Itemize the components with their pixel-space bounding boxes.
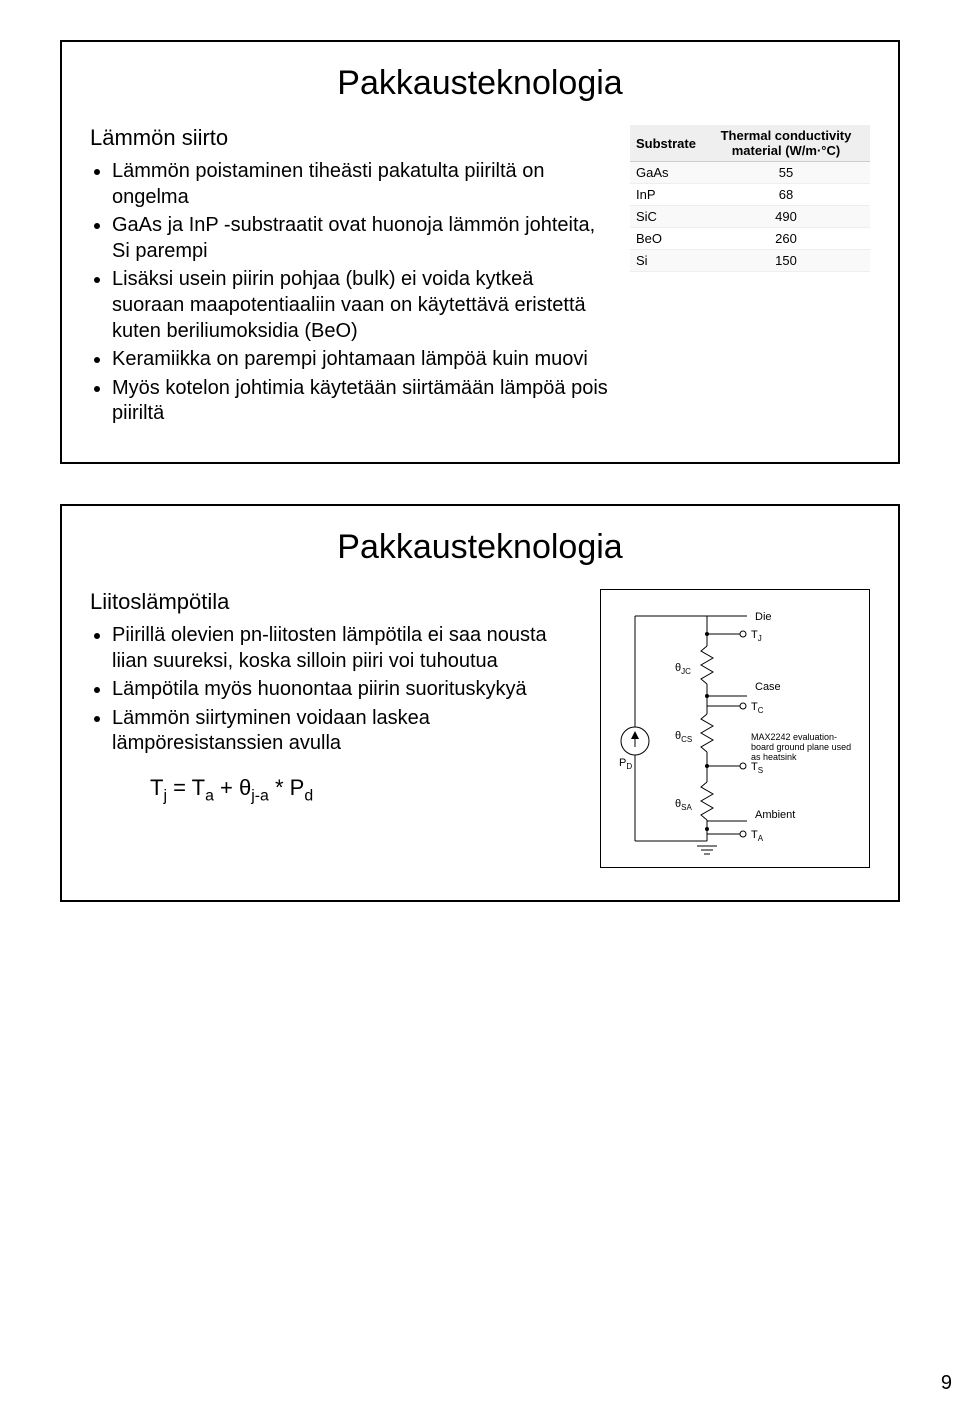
svg-text:TJ: TJ (751, 629, 762, 643)
slide1-table-col: Substrate Thermal conductivity material … (630, 125, 870, 430)
table-row: GaAs55 (630, 162, 870, 184)
substrate-name: BeO (630, 228, 702, 250)
formula-eq: = (167, 775, 192, 800)
thermal-formula: Tj = Ta + θj-a * Pd (150, 775, 580, 805)
substrate-name: SiC (630, 206, 702, 228)
svg-text:θSA: θSA (675, 798, 692, 812)
svg-text:Ambient: Ambient (755, 809, 795, 821)
page-number: 9 (941, 1372, 952, 1395)
formula-mult: * (269, 775, 290, 800)
table-row: BeO260 (630, 228, 870, 250)
slide1-text-col: Lämmön siirto Lämmön poistaminen tiheäst… (90, 125, 610, 430)
slide1-bullet: Myös kotelon johtimia käytetään siirtämä… (112, 376, 610, 427)
slide1-bullet: GaAs ja InP -substraatit ovat huonoja lä… (112, 213, 610, 264)
table-header: Substrate (630, 125, 702, 162)
svg-text:TS: TS (751, 761, 763, 775)
slide-title: Pakkausteknologia (90, 64, 870, 103)
formula-plus: + (214, 775, 239, 800)
substrate-name: GaAs (630, 162, 702, 184)
slide2-bullets: Piirillä olevien pn-liitosten lämpötila … (90, 623, 580, 757)
formula-pd: Pd (290, 775, 314, 800)
formula-theta: θj-a (239, 775, 269, 800)
svg-text:MAX2242 evaluation-: MAX2242 evaluation- (751, 732, 837, 742)
slide2-bullet: Piirillä olevien pn-liitosten lämpötila … (112, 623, 580, 674)
svg-text:PD: PD (619, 757, 632, 771)
svg-text:board ground plane used: board ground plane used (751, 742, 851, 752)
substrate-value: 260 (702, 228, 870, 250)
slide1-bullets: Lämmön poistaminen tiheästi pakatulta pi… (90, 159, 610, 427)
slide1-subhead: Lämmön siirto (90, 125, 610, 151)
slide-title: Pakkausteknologia (90, 528, 870, 567)
table-row: InP68 (630, 184, 870, 206)
slide1-bullet: Lisäksi usein piirin pohjaa (bulk) ei vo… (112, 267, 610, 344)
slide2-bullet: Lämmön siirtyminen voidaan laskea lämpör… (112, 706, 580, 757)
svg-text:θCS: θCS (675, 730, 692, 744)
substrate-value: 55 (702, 162, 870, 184)
substrate-name: InP (630, 184, 702, 206)
slide2-bullet: Lämpötila myös huonontaa piirin suoritus… (112, 677, 580, 703)
substrate-value: 490 (702, 206, 870, 228)
table-row: Si150 (630, 250, 870, 272)
slide-2: Pakkausteknologia Liitoslämpötila Piiril… (60, 504, 900, 902)
svg-text:Case: Case (755, 681, 781, 693)
formula-tj: Tj (150, 775, 167, 800)
table-row: SiC490 (630, 206, 870, 228)
svg-text:TC: TC (751, 701, 764, 715)
slide2-subhead: Liitoslämpötila (90, 589, 580, 615)
table-header: Thermal conductivity material (W/m·°C) (702, 125, 870, 162)
slide1-bullet: Keramiikka on parempi johtamaan lämpöä k… (112, 347, 610, 373)
substrate-value: 150 (702, 250, 870, 272)
slide2-text-col: Liitoslämpötila Piirillä olevien pn-liit… (90, 589, 580, 868)
slide2-diagram-col: PD θJC (600, 589, 870, 868)
thermal-circuit-svg: PD θJC (607, 596, 863, 856)
thermal-conductivity-table: Substrate Thermal conductivity material … (630, 125, 870, 272)
substrate-name: Si (630, 250, 702, 272)
thermal-circuit-diagram: PD θJC (600, 589, 870, 868)
svg-text:as heatsink: as heatsink (751, 752, 797, 762)
svg-text:Die: Die (755, 611, 772, 623)
svg-text:θJC: θJC (675, 662, 691, 676)
svg-text:TA: TA (751, 829, 764, 843)
substrate-value: 68 (702, 184, 870, 206)
slide-1: Pakkausteknologia Lämmön siirto Lämmön p… (60, 40, 900, 464)
slide1-bullet: Lämmön poistaminen tiheästi pakatulta pi… (112, 159, 610, 210)
formula-ta: Ta (192, 775, 214, 800)
